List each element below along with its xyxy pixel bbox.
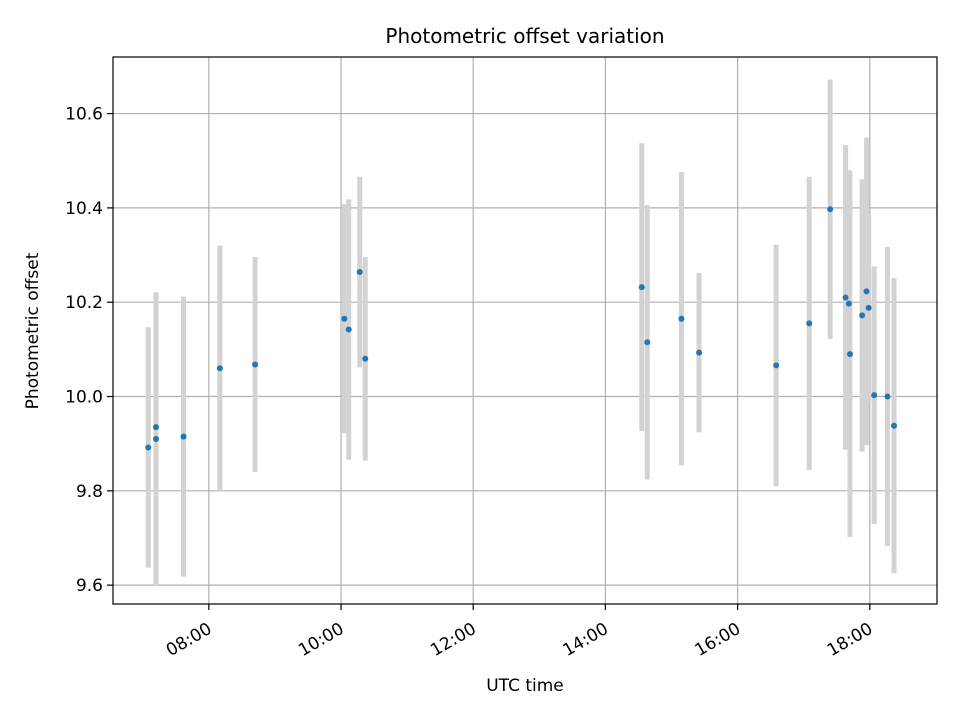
y-tick-label: 9.8 (76, 482, 103, 502)
x-axis-label: UTC time (486, 676, 564, 696)
y-tick-label: 10.2 (65, 293, 103, 313)
data-point (773, 362, 780, 369)
data-point (884, 393, 891, 400)
chart-title: Photometric offset variation (385, 24, 664, 48)
data-point (345, 326, 352, 333)
data-point (871, 392, 878, 399)
data-point (865, 304, 872, 311)
data-point (644, 339, 651, 346)
y-tick-label: 10.6 (65, 105, 103, 125)
data-point (859, 312, 866, 319)
plot-area-frame (112, 56, 938, 605)
y-tick-label: 10.0 (65, 388, 103, 408)
data-point (145, 444, 152, 451)
data-point (891, 422, 898, 429)
data-point (638, 284, 645, 291)
data-point (845, 300, 852, 307)
data-points (145, 206, 898, 451)
data-point (252, 361, 259, 368)
data-point (362, 355, 369, 362)
y-tick-label: 10.4 (65, 199, 103, 219)
data-point (180, 433, 187, 440)
data-point (356, 269, 363, 276)
data-point (806, 320, 813, 327)
data-point (846, 351, 853, 358)
data-point (341, 315, 348, 322)
y-tick-label: 9.6 (76, 576, 103, 596)
data-point (827, 206, 834, 213)
data-point (152, 424, 159, 431)
y-axis-ticks: 9.6 9.8 10.0 10.2 10.4 10.6 (65, 105, 113, 596)
data-point (678, 315, 685, 322)
data-point (152, 435, 159, 442)
data-point (216, 365, 223, 372)
y-axis-label: Photometric offset (23, 252, 43, 409)
data-point (842, 294, 849, 301)
data-point (696, 349, 703, 356)
data-point (863, 288, 870, 295)
